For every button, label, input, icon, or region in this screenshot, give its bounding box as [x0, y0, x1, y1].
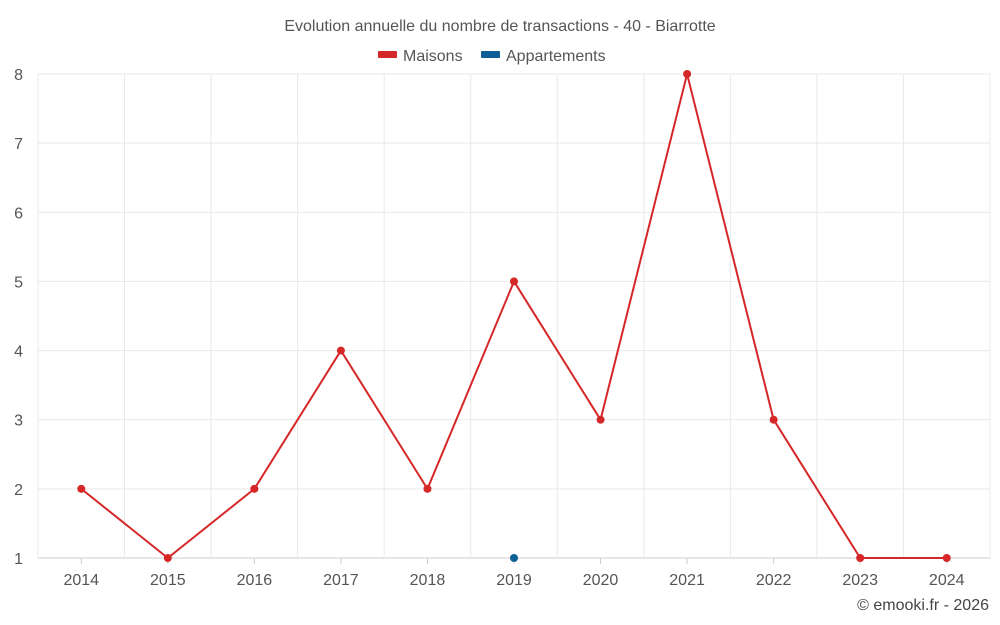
credit-text[interactable]: © emooki.fr - 2026	[857, 597, 989, 614]
y-axis-ticks: 1 2 3 4 5 6 7 8	[14, 67, 23, 568]
data-point-maisons[interactable]	[769, 415, 778, 424]
y-tick-label: 8	[14, 67, 23, 84]
x-tick-label: 2015	[150, 572, 186, 589]
y-tick-label: 2	[14, 482, 23, 499]
legend-label-maisons: Maisons	[403, 48, 463, 65]
gridlines	[37, 73, 991, 559]
x-tick-label: 2014	[63, 572, 99, 589]
y-tick-label: 6	[14, 205, 23, 222]
data-point-maisons[interactable]	[942, 554, 951, 562]
x-tick-label: 2022	[756, 572, 792, 589]
data-point-maisons[interactable]	[250, 484, 259, 493]
x-axis-ticks: 2014 2015 2016 2017 2018 2019 2020 2021 2022 2023…	[63, 558, 965, 589]
y-tick-label: 3	[14, 413, 23, 430]
data-point-maisons[interactable]	[856, 554, 865, 562]
data-point-appartements[interactable]	[510, 554, 518, 562]
x-tick-label: 2018	[410, 572, 446, 589]
x-tick-label: 2024	[929, 572, 965, 589]
x-tick-label: 2019	[496, 572, 532, 589]
data-point-maisons[interactable]	[596, 415, 605, 424]
data-point-maisons[interactable]	[336, 346, 345, 355]
x-tick-label: 2021	[669, 572, 705, 589]
legend-item-maisons[interactable]: Maisons	[378, 48, 463, 65]
chart-title: Evolution annuelle du nombre de transact…	[284, 18, 715, 35]
series-layer	[77, 70, 951, 562]
x-tick-label: 2023	[842, 572, 878, 589]
legend-item-appartements[interactable]: Appartements	[481, 48, 606, 65]
data-point-maisons[interactable]	[423, 484, 432, 493]
legend[interactable]: Maisons Appartements	[378, 48, 606, 65]
y-tick-label: 4	[14, 344, 23, 361]
data-point-maisons[interactable]	[510, 277, 518, 286]
y-tick-label: 7	[14, 136, 23, 153]
data-point-maisons[interactable]	[77, 484, 86, 493]
x-tick-label: 2017	[323, 572, 359, 589]
legend-swatch-maisons	[378, 51, 397, 58]
data-point-maisons[interactable]	[163, 554, 172, 562]
legend-swatch-appartements	[481, 51, 500, 58]
x-tick-label: 2020	[583, 572, 619, 589]
data-point-maisons[interactable]	[683, 70, 692, 78]
y-tick-label: 1	[14, 551, 23, 568]
legend-label-appartements: Appartements	[506, 48, 606, 65]
x-tick-label: 2016	[237, 572, 273, 589]
y-tick-label: 5	[14, 274, 23, 291]
